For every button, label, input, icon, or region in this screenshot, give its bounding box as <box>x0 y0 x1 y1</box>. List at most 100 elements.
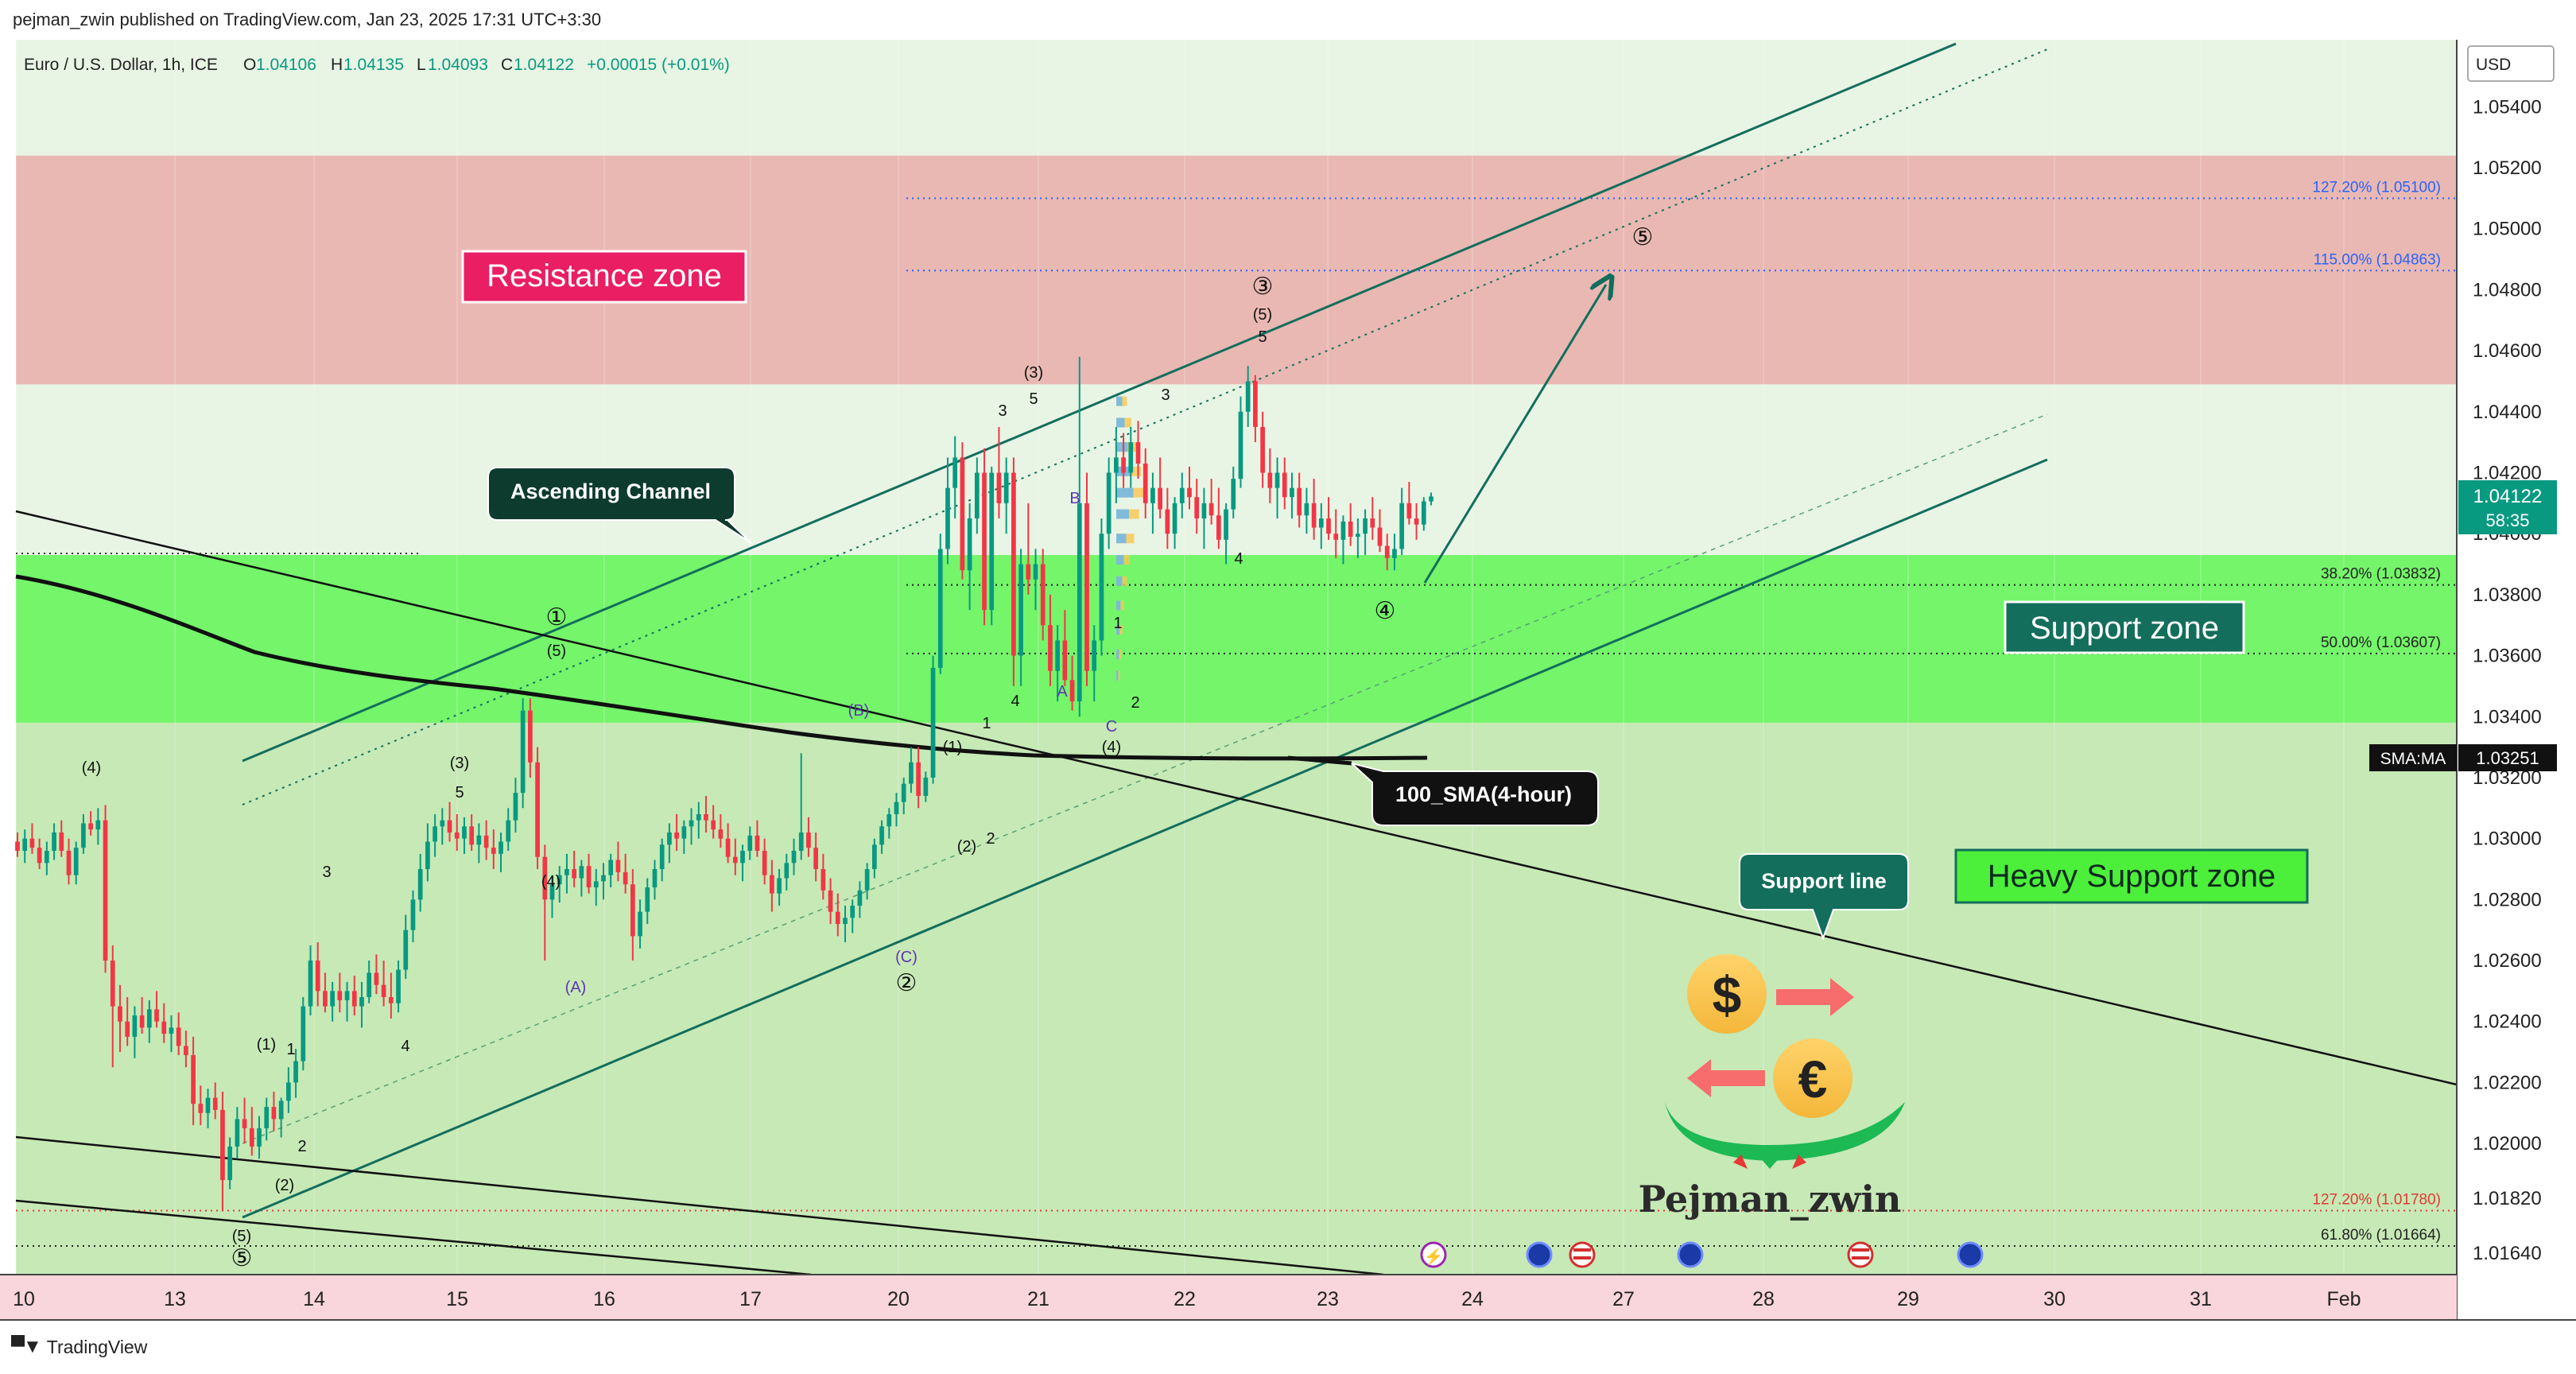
candle-body-174[interactable] <box>1290 487 1294 498</box>
candle-body-11[interactable] <box>95 820 101 830</box>
candle-body-91[interactable] <box>681 826 687 839</box>
candle-body-67[interactable] <box>506 820 511 842</box>
candle-body-111[interactable] <box>828 890 833 912</box>
candle-body-27[interactable] <box>212 1097 218 1110</box>
candle-body-30[interactable] <box>235 1119 240 1147</box>
support-line-callout[interactable]: Support line <box>1739 853 1909 941</box>
candle-body-37[interactable] <box>286 1082 291 1101</box>
candle-body-16[interactable] <box>132 1015 138 1037</box>
candle-body-103[interactable] <box>770 875 774 894</box>
candle-body-116[interactable] <box>864 869 870 891</box>
candle-body-145[interactable] <box>1077 503 1082 702</box>
price-axis[interactable] <box>2457 40 2576 1320</box>
candle-body-58[interactable] <box>440 820 445 827</box>
candle-body-26[interactable] <box>205 1097 211 1113</box>
candle-body-131[interactable] <box>974 472 980 519</box>
candle-body-161[interactable] <box>1194 497 1200 519</box>
candle-body-123[interactable] <box>916 762 921 796</box>
resistance-zone-label[interactable]: Resistance zone <box>461 250 747 304</box>
candle-body-162[interactable] <box>1201 503 1207 519</box>
candle-body-87[interactable] <box>652 869 658 888</box>
candle-body-54[interactable] <box>410 899 416 930</box>
candle-body-8[interactable] <box>73 848 79 875</box>
channel-upper-line[interactable] <box>242 42 1957 763</box>
candle-body-100[interactable] <box>747 835 753 851</box>
candle-body-136[interactable] <box>1011 472 1016 656</box>
candle-body-20[interactable] <box>161 1021 167 1034</box>
candle-body-68[interactable] <box>513 793 518 821</box>
candle-body-93[interactable] <box>696 813 701 821</box>
candle-body-153[interactable] <box>1135 442 1141 464</box>
candle-body-182[interactable] <box>1348 521 1353 538</box>
candle-body-113[interactable] <box>843 918 848 925</box>
candle-body-124[interactable] <box>923 777 929 796</box>
candle-body-66[interactable] <box>499 841 503 854</box>
candle-body-46[interactable] <box>351 991 357 1007</box>
candle-body-4[interactable] <box>44 850 49 864</box>
candle-body-13[interactable] <box>110 961 115 1007</box>
us-flag-event-icon[interactable] <box>1569 1241 1596 1268</box>
candle-body-181[interactable] <box>1340 521 1346 540</box>
candle-body-144[interactable] <box>1069 680 1075 702</box>
candle-body-149[interactable] <box>1106 472 1111 534</box>
candle-body-18[interactable] <box>146 1009 152 1028</box>
candle-body-139[interactable] <box>1033 564 1038 580</box>
eu-flag-event-icon-2[interactable] <box>1677 1241 1704 1268</box>
candle-body-19[interactable] <box>154 1009 159 1022</box>
candle-body-32[interactable] <box>249 1128 254 1147</box>
candle-body-97[interactable] <box>725 838 731 857</box>
currency-button[interactable] <box>2467 45 2555 82</box>
candle-body-188[interactable] <box>1392 549 1397 558</box>
candle-body-128[interactable] <box>952 457 958 488</box>
candle-body-148[interactable] <box>1099 534 1104 641</box>
candle-body-42[interactable] <box>323 991 328 1007</box>
date-axis[interactable] <box>0 1275 2457 1320</box>
candle-body-62[interactable] <box>469 826 475 845</box>
candle-body-184[interactable] <box>1363 518 1368 534</box>
candle-body-122[interactable] <box>909 762 914 784</box>
candle-body-51[interactable] <box>388 997 394 1003</box>
lower-trend-line-2[interactable] <box>15 1199 812 1276</box>
candle-body-89[interactable] <box>667 832 672 845</box>
candle-body-140[interactable] <box>1040 564 1046 626</box>
candle-body-130[interactable] <box>967 518 972 571</box>
candle-body-64[interactable] <box>483 835 489 848</box>
candle-body-3[interactable] <box>37 848 42 864</box>
channel-inner-dashed[interactable] <box>242 413 2048 1144</box>
support-zone-label[interactable]: Support zone <box>2004 600 2245 654</box>
candle-body-0[interactable] <box>15 841 20 851</box>
candle-body-71[interactable] <box>535 762 540 857</box>
candle-body-166[interactable] <box>1231 479 1236 510</box>
sma-line[interactable] <box>15 574 1428 761</box>
candle-body-48[interactable] <box>367 972 372 998</box>
candles-layer[interactable] <box>15 356 1433 1211</box>
channel-lower-line[interactable] <box>242 458 2048 1219</box>
candle-body-90[interactable] <box>674 832 679 839</box>
candle-body-138[interactable] <box>1026 564 1031 580</box>
candle-body-39[interactable] <box>301 1006 306 1062</box>
candle-body-105[interactable] <box>784 863 789 879</box>
candle-body-125[interactable] <box>930 667 936 778</box>
candle-body-120[interactable] <box>894 802 899 814</box>
candle-body-99[interactable] <box>740 850 745 864</box>
candle-body-44[interactable] <box>337 991 343 1000</box>
candle-body-73[interactable] <box>549 884 555 900</box>
candle-body-38[interactable] <box>293 1061 298 1083</box>
candle-body-6[interactable] <box>59 832 64 851</box>
candle-body-167[interactable] <box>1238 411 1243 479</box>
candle-body-61[interactable] <box>462 826 467 839</box>
lightning-event-icon[interactable] <box>1420 1241 1447 1268</box>
candle-body-192[interactable] <box>1421 501 1426 525</box>
us-flag-event-icon-2[interactable] <box>1847 1241 1874 1268</box>
candle-body-49[interactable] <box>374 972 379 985</box>
candle-body-137[interactable] <box>1018 564 1023 656</box>
candle-body-177[interactable] <box>1311 503 1317 528</box>
candle-body-173[interactable] <box>1282 472 1287 498</box>
candle-body-119[interactable] <box>886 813 892 827</box>
candle-body-150[interactable] <box>1114 457 1119 473</box>
candle-body-22[interactable] <box>176 1027 181 1046</box>
candle-body-92[interactable] <box>689 820 694 827</box>
candle-body-107[interactable] <box>798 832 804 851</box>
candle-body-132[interactable] <box>982 472 987 611</box>
candle-body-43[interactable] <box>330 991 335 1007</box>
